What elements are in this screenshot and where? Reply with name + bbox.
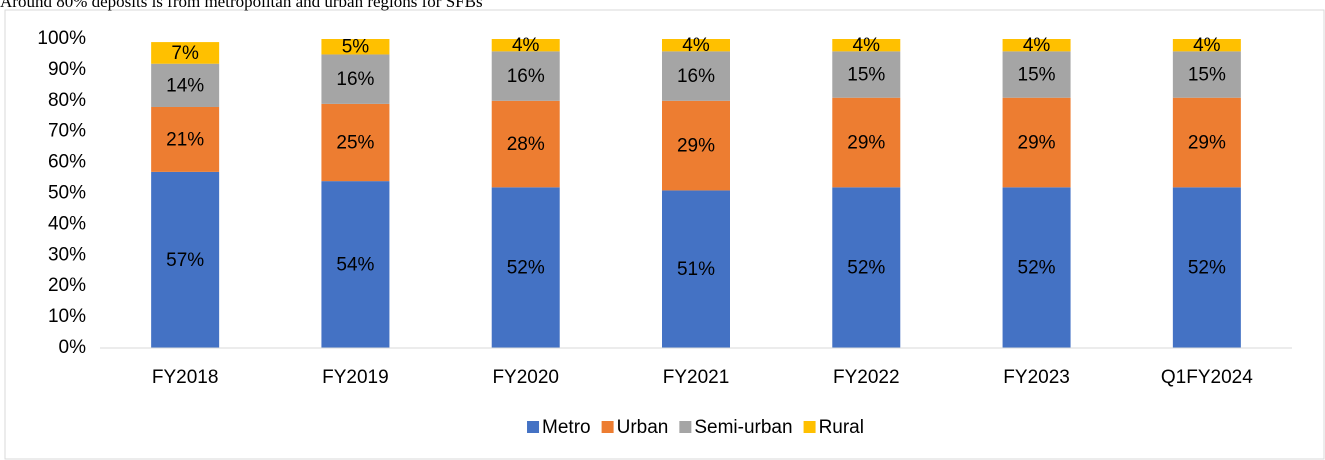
- bar-segment: [491, 39, 560, 52]
- data-label: 54%: [336, 255, 374, 276]
- bar-segment: [1172, 187, 1241, 348]
- data-label: 4%: [1193, 35, 1221, 56]
- bar-segment: [491, 187, 560, 348]
- bar-segment: [662, 190, 730, 348]
- x-tick-label: FY2022: [833, 367, 900, 388]
- bar-segment: [662, 51, 730, 101]
- data-label: 29%: [677, 136, 715, 157]
- data-label: 51%: [677, 259, 715, 280]
- bar-segment: [1002, 39, 1071, 52]
- bar-segment: [1172, 39, 1241, 52]
- x-tick-label: Q1FY2024: [1161, 367, 1253, 388]
- bar-segment: [832, 187, 901, 348]
- legend-label: Urban: [617, 417, 669, 438]
- data-label: 52%: [1018, 258, 1056, 279]
- data-label: 52%: [1188, 258, 1226, 279]
- y-tick-label: 90%: [48, 59, 86, 80]
- data-label: 15%: [1018, 65, 1056, 86]
- bar-segment: [662, 100, 730, 191]
- y-tick-label: 40%: [48, 213, 86, 234]
- y-tick-label: 60%: [48, 152, 86, 173]
- bar-segment: [491, 100, 560, 188]
- data-label: 16%: [677, 66, 715, 87]
- data-label: 4%: [853, 35, 881, 56]
- data-label: 25%: [336, 133, 374, 154]
- bar-segment: [832, 39, 901, 52]
- legend-swatch: [803, 421, 816, 433]
- bar-segment: [491, 51, 560, 101]
- x-tick-label: FY2023: [1003, 367, 1070, 388]
- bar-segment: [832, 51, 901, 98]
- x-tick-label: FY2021: [663, 367, 730, 388]
- chart-title: Around 80% deposits is from metropolitan…: [0, 0, 483, 11]
- data-label: 57%: [166, 250, 204, 271]
- bar-segment: [321, 103, 390, 182]
- data-label: 14%: [166, 75, 204, 96]
- y-tick-label: 20%: [48, 275, 86, 296]
- data-label: 16%: [336, 69, 374, 90]
- y-tick-label: 100%: [37, 28, 86, 49]
- data-label: 29%: [1188, 133, 1226, 154]
- y-tick-label: 80%: [48, 90, 86, 111]
- legend-swatch: [601, 421, 614, 433]
- bar-segment: [1172, 51, 1241, 98]
- bar-segment: [1002, 187, 1071, 348]
- data-label: 7%: [171, 43, 199, 64]
- legend-swatch: [527, 421, 540, 433]
- data-label: 21%: [166, 129, 204, 150]
- bar-segment: [151, 106, 220, 172]
- data-label: 29%: [847, 133, 885, 154]
- bar-segment: [1002, 97, 1071, 188]
- data-label: 52%: [847, 258, 885, 279]
- data-label: 4%: [512, 35, 540, 56]
- bar-segment: [832, 97, 901, 188]
- bar-segment: [321, 39, 390, 55]
- data-label: 16%: [507, 66, 545, 87]
- bar-segment: [151, 171, 220, 348]
- bar-segment: [1172, 97, 1241, 188]
- legend-label: Semi-urban: [694, 417, 792, 438]
- y-tick-label: 70%: [48, 121, 86, 142]
- bar-segment: [321, 181, 390, 348]
- bar-segment: [151, 63, 220, 107]
- data-label: 28%: [507, 134, 545, 155]
- data-label: 5%: [342, 37, 370, 58]
- x-tick-label: FY2020: [492, 367, 559, 388]
- bar-segment: [662, 39, 730, 52]
- data-label: 15%: [847, 65, 885, 86]
- bar-segment: [321, 54, 390, 104]
- chart-border: [4, 9, 1325, 460]
- bar-segment: [1002, 51, 1071, 98]
- data-label: 52%: [507, 258, 545, 279]
- y-tick-label: 10%: [48, 306, 86, 327]
- bar-segment: [151, 42, 220, 64]
- y-tick-label: 30%: [48, 244, 86, 265]
- data-label: 4%: [682, 35, 710, 56]
- x-tick-label: FY2018: [152, 367, 219, 388]
- legend-label: Rural: [819, 417, 864, 438]
- legend-label: Metro: [542, 417, 591, 438]
- x-tick-label: FY2019: [322, 367, 389, 388]
- data-label: 29%: [1018, 133, 1056, 154]
- data-label: 4%: [1023, 35, 1051, 56]
- y-tick-label: 0%: [59, 337, 87, 358]
- y-tick-label: 50%: [48, 183, 86, 204]
- data-label: 15%: [1188, 65, 1226, 86]
- legend-swatch: [679, 421, 692, 433]
